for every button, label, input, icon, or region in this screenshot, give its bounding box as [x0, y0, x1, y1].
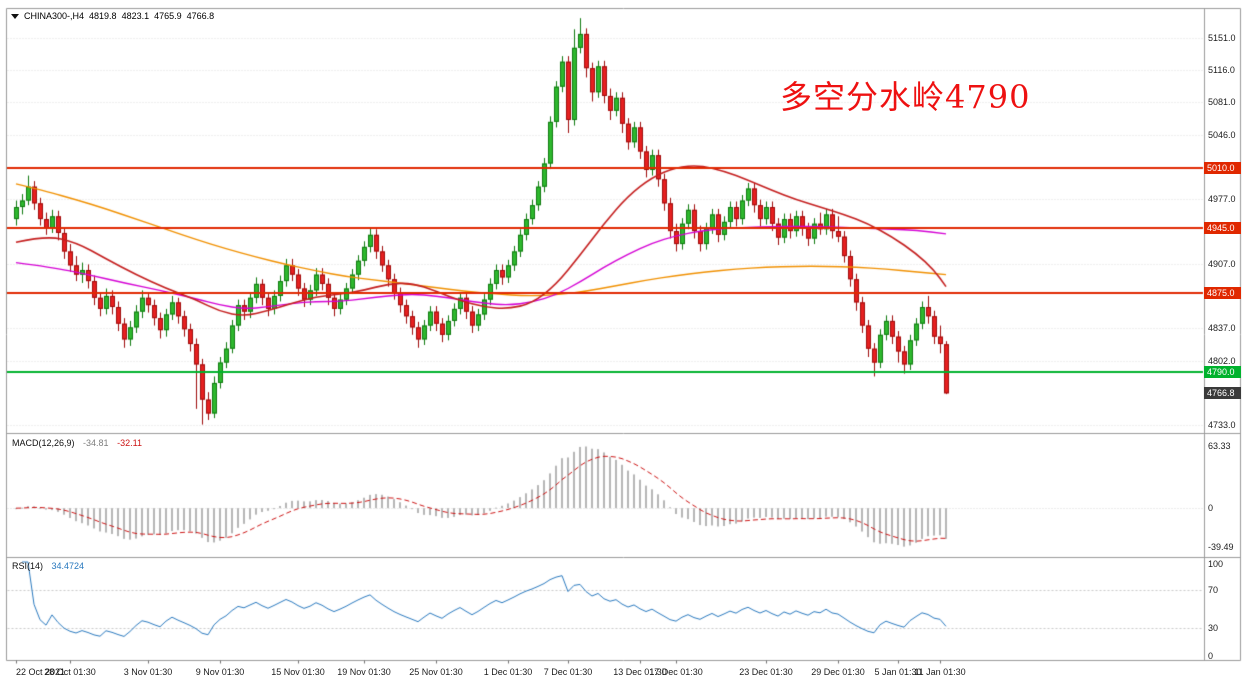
ohlc-low-value: 4765.9 — [154, 11, 182, 21]
price-level-tag: 5010.0 — [1204, 162, 1241, 174]
dropdown-marker-icon — [11, 13, 19, 19]
price-axis-label: 4907.0 — [1208, 259, 1236, 269]
time-axis-label: 13 Dec 01:30 — [613, 667, 667, 677]
rsi-axis-label: 100 — [1208, 559, 1224, 569]
price-level-tag: 4945.0 — [1204, 222, 1241, 234]
symbol-timeframe-label: CHINA300-,H4 — [24, 11, 85, 21]
time-axis-label: 19 Nov 01:30 — [337, 667, 391, 677]
time-axis-label: 5 Jan 01:30 — [874, 667, 922, 677]
price-axis-label: 5151.0 — [1208, 33, 1236, 43]
time-axis-label: 1 Dec 01:30 — [483, 667, 533, 677]
macd-indicator-label: MACD(12,26,9) -34.81 -32.11 — [12, 438, 148, 448]
price-level-tag: 4790.0 — [1204, 366, 1241, 378]
macd-axis-label: 63.33 — [1208, 441, 1231, 451]
macd-main-value: -34.81 — [83, 438, 109, 448]
rsi-axis-label: 70 — [1208, 585, 1219, 595]
macd-axis-label: -39.49 — [1208, 542, 1234, 552]
price-axis-label: 5081.0 — [1208, 97, 1236, 107]
price-scale[interactable]: 5151.0 5116.0 5081.0 5046.0 4977.0 4907.0 4837… — [1204, 0, 1242, 688]
time-axis-label: 29 Dec 01:30 — [811, 667, 865, 677]
time-scale[interactable]: 22 Oct 2021 28 Oct 01:30 3 Nov 01:30 9 Nov … — [0, 661, 1242, 688]
time-axis-label: 15 Nov 01:30 — [271, 667, 325, 677]
macd-signal-value: -32.11 — [117, 438, 142, 448]
time-axis-label: 11 Jan 01:30 — [914, 667, 966, 677]
rsi-name: RSI(14) — [12, 561, 44, 571]
rsi-value: 34.4724 — [51, 561, 85, 571]
price-axis-label: 5046.0 — [1208, 130, 1236, 140]
price-axis-label: 4977.0 — [1208, 194, 1236, 204]
time-axis-label: 25 Nov 01:30 — [409, 667, 463, 677]
ohlc-close-value: 4766.8 — [186, 11, 215, 21]
price-axis-label: 5116.0 — [1208, 65, 1235, 75]
ohlc-open-value: 4819.8 — [89, 11, 117, 21]
time-axis-label: 9 Nov 01:30 — [195, 667, 245, 677]
rsi-axis-label: 30 — [1208, 623, 1219, 633]
price-axis-label: 4733.0 — [1208, 420, 1236, 430]
chart-title-overlay: CHINA300-,H4 4819.8 4823.1 4765.9 4766.8 — [11, 11, 219, 21]
time-axis-label: 7 Dec 01:30 — [543, 667, 593, 677]
rsi-indicator-label: RSI(14) 34.4724 — [12, 561, 90, 571]
price-axis-label: 4802.0 — [1208, 356, 1236, 366]
time-axis-label: 3 Nov 01:30 — [123, 667, 173, 677]
time-axis-label: 17 Dec 01:30 — [649, 667, 703, 677]
macd-name: MACD(12,26,9) — [12, 438, 75, 448]
price-level-tag: 4766.8 — [1204, 387, 1241, 399]
time-axis-label: 22 Oct 2021 — [16, 667, 66, 677]
price-axis-label: 4837.0 — [1208, 323, 1236, 333]
time-axis-label: 28 Oct 01:30 — [44, 667, 96, 677]
ohlc-high-value: 4823.1 — [121, 11, 150, 21]
rsi-axis-label: 0 — [1208, 651, 1214, 661]
time-axis-label: 23 Dec 01:30 — [739, 667, 793, 677]
annotation-text[interactable]: 多空分水岭4790 — [780, 78, 1031, 116]
price-level-tag: 4875.0 — [1204, 287, 1241, 299]
macd-axis-label: 0 — [1208, 503, 1214, 513]
